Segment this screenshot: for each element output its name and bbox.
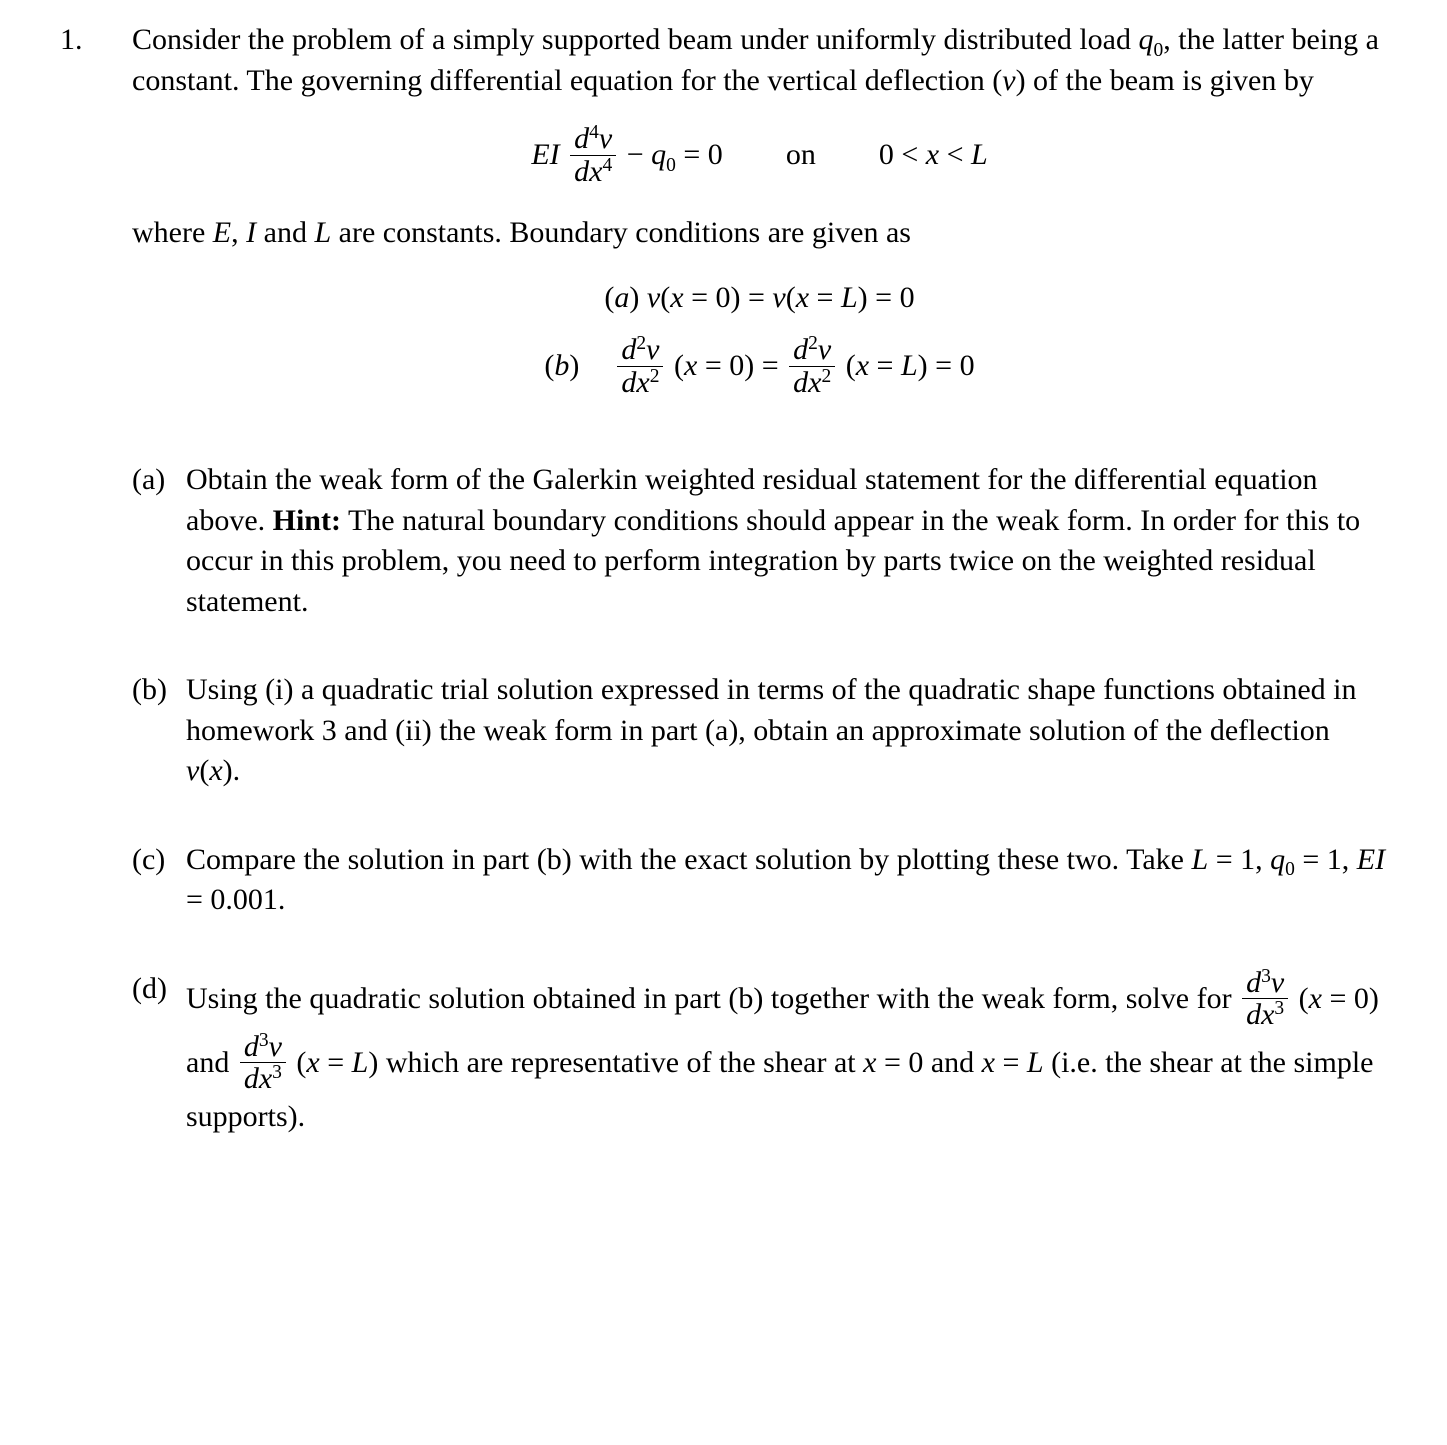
frac-num: d4v [570,123,616,156]
intro-paragraph: Consider the problem of a simply support… [132,20,1387,101]
domain-range: 0 < x < L [879,138,988,171]
subparts: (a) Obtain the weak form of the Galerkin… [132,460,1387,1137]
bc-b-label: (b) [544,349,579,382]
subpart-a: (a) Obtain the weak form of the Galerkin… [132,460,1387,622]
subpart-body: Obtain the weak form of the Galerkin wei… [186,460,1387,622]
problem-number: 1. [60,20,132,61]
problem-body: Consider the problem of a simply support… [132,20,1387,1185]
bc-b-rhs: (x = L) = 0 [846,349,975,382]
subpart-body: Using the quadratic solution obtained in… [186,969,1387,1138]
bc-b-lhs: (x = 0) = [674,349,779,382]
frac-num: d2v [789,334,835,367]
governing-equation: EI d4v dx4 − q0 = 0 on 0 < x < L [132,125,1387,189]
bc-b: (b) d2v dx2 (x = 0) = d2v dx2 (x = L) = … [132,336,1387,400]
frac-num: d2v [617,334,663,367]
gov-eq-rhs: − q0 = 0 [627,138,723,171]
subpart-d: (d) Using the quadratic solution obtaine… [132,969,1387,1138]
subpart-label: (a) [132,460,186,501]
fraction-d4v-dx4: d4v dx4 [570,123,616,187]
subpart-label: (b) [132,670,186,711]
subpart-body: Compare the solution in part (b) with th… [186,840,1387,921]
bc-a: (a) v(x = 0) = v(x = L) = 0 [132,278,1387,319]
bc-b-frac1: d2v dx2 [617,334,663,398]
subpart-b: (b) Using (i) a quadratic trial solution… [132,670,1387,792]
boundary-conditions: (a) v(x = 0) = v(x = L) = 0 (b) d2v dx2 … [132,278,1387,401]
subpart-label: (d) [132,969,186,1010]
subpart-c: (c) Compare the solution in part (b) wit… [132,840,1387,921]
constants-line: where E, I and L are constants. Boundary… [132,213,1387,254]
frac-den: dx4 [570,156,616,188]
subpart-body: Using (i) a quadratic trial solution exp… [186,670,1387,792]
bc-b-frac2: d2v dx2 [789,334,835,398]
subpart-label: (c) [132,840,186,881]
coeff-EI: EI [531,138,559,171]
domain-label: on [786,138,816,171]
frac-den: dx2 [789,367,835,399]
frac-den: dx2 [617,367,663,399]
problem-1: 1. Consider the problem of a simply supp… [60,20,1387,1185]
page: 1. Consider the problem of a simply supp… [0,0,1447,1225]
